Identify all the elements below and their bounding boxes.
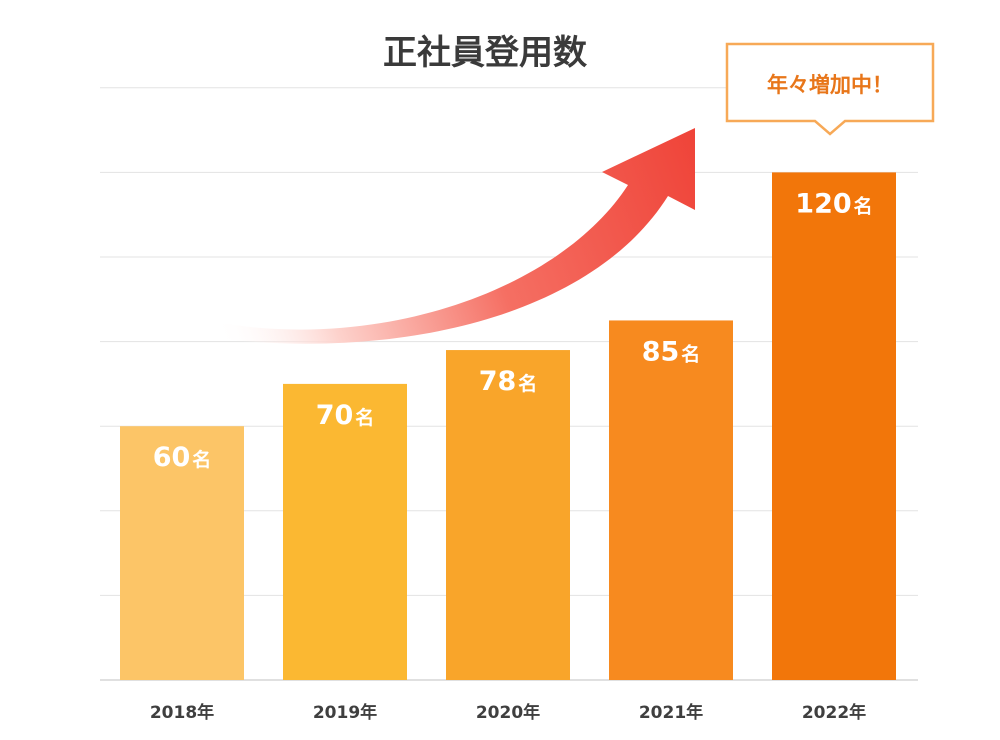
bar-2019年 — [283, 383, 407, 680]
value-label: 78 名 — [479, 366, 538, 397]
callout-box — [725, 42, 935, 136]
bar-2021年 — [609, 320, 733, 680]
bar-2020年 — [446, 350, 570, 680]
category-label: 2021年 — [639, 702, 703, 723]
category-label: 2020年 — [476, 702, 540, 723]
callout-text: 年々増加中！ — [767, 73, 893, 97]
bar-2022年 — [772, 172, 896, 680]
value-label: 85 名 — [642, 336, 701, 367]
growth-arrow-body — [215, 128, 695, 344]
category-label: 2018年 — [150, 702, 214, 723]
value-label: 120 名 — [795, 188, 872, 219]
growth-arrow — [215, 128, 695, 344]
category-label: 2022年 — [802, 702, 866, 723]
chart-title: 正社員登用数 — [383, 33, 587, 73]
category-label: 2019年 — [313, 702, 377, 723]
value-label: 60 名 — [153, 442, 212, 473]
value-label: 70 名 — [316, 400, 375, 431]
bar-2018年 — [120, 426, 244, 680]
category-labels: 2018年 2019年 2020年 2021年 2022年 — [150, 702, 866, 723]
bars — [120, 172, 896, 680]
callout: 年々増加中！ — [725, 42, 935, 136]
value-labels: 60 名 70 名 78 名 85 名 120 名 — [153, 188, 873, 473]
